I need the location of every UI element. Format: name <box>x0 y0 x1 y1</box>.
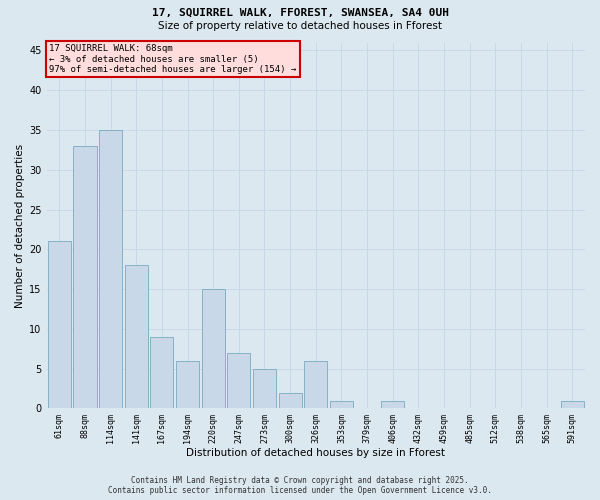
Bar <box>253 368 276 408</box>
Y-axis label: Number of detached properties: Number of detached properties <box>15 144 25 308</box>
Text: 17, SQUIRREL WALK, FFOREST, SWANSEA, SA4 0UH: 17, SQUIRREL WALK, FFOREST, SWANSEA, SA4… <box>151 8 449 18</box>
X-axis label: Distribution of detached houses by size in Fforest: Distribution of detached houses by size … <box>186 448 445 458</box>
Bar <box>560 400 584 408</box>
Bar <box>48 242 71 408</box>
Text: Size of property relative to detached houses in Fforest: Size of property relative to detached ho… <box>158 21 442 31</box>
Bar <box>176 360 199 408</box>
Bar <box>202 289 225 408</box>
Bar <box>381 400 404 408</box>
Text: 17 SQUIRREL WALK: 68sqm
← 3% of detached houses are smaller (5)
97% of semi-deta: 17 SQUIRREL WALK: 68sqm ← 3% of detached… <box>49 44 296 74</box>
Bar <box>278 392 302 408</box>
Bar <box>99 130 122 408</box>
Bar <box>125 266 148 408</box>
Bar <box>330 400 353 408</box>
Text: Contains HM Land Registry data © Crown copyright and database right 2025.
Contai: Contains HM Land Registry data © Crown c… <box>108 476 492 495</box>
Bar <box>151 337 173 408</box>
Bar <box>227 353 250 408</box>
Bar <box>304 360 328 408</box>
Bar <box>73 146 97 408</box>
